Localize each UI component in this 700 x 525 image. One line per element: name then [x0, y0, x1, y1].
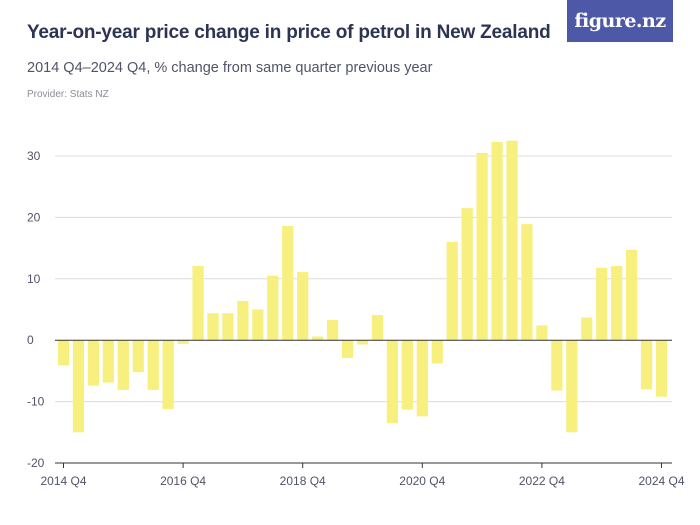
y-tick-label: 20	[27, 210, 41, 224]
bars	[57, 140, 668, 433]
bar-2018-q2	[267, 275, 279, 341]
bar-2024-q1	[611, 265, 623, 341]
bar-2022-q4	[536, 325, 548, 341]
bar-2020-q2	[386, 340, 398, 424]
x-tick-label: 2022 Q4	[519, 474, 565, 488]
bar-2020-q4	[416, 340, 428, 417]
bar-2016-q2	[147, 340, 159, 390]
y-tick-label: -10	[27, 395, 45, 409]
bar-2022-q3	[521, 224, 533, 341]
bar-2024-q3	[640, 340, 653, 390]
y-tick-label: 10	[27, 272, 41, 286]
bar-2023-q4	[596, 267, 608, 341]
bar-2021-q2	[446, 241, 458, 341]
y-tick-label: 30	[27, 149, 41, 163]
bar-2017-q3	[222, 313, 234, 341]
bar-2016-q3	[162, 340, 174, 409]
x-tick-label: 2016 Q4	[160, 474, 206, 488]
bar-2015-q3	[102, 340, 114, 383]
bar-2018-q1	[252, 309, 264, 341]
bar-2017-q4	[237, 300, 249, 341]
bar-2015-q4	[117, 340, 129, 390]
bar-2021-q1	[431, 340, 443, 364]
bar-2023-q3	[581, 317, 593, 341]
bar-2021-q3	[461, 208, 473, 341]
provider-note: Provider: Stats NZ	[27, 89, 109, 100]
bar-2019-q2	[327, 319, 339, 341]
figure-nz-logo[interactable]: figure.nz	[567, 0, 673, 42]
x-tick-label: 2018 Q4	[280, 474, 326, 488]
axes: -20 -10 0 10 20 30 2014 Q4 2016 Q4 2018 Q4 2020 Q…	[27, 149, 685, 488]
y-tick-label: -20	[27, 456, 45, 470]
bar-2020-q3	[401, 340, 413, 410]
chart-subtitle: 2014 Q4–2024 Q4, % change from same quar…	[27, 60, 433, 76]
bar-2016-q1	[132, 340, 144, 373]
bar-2024-q2	[626, 249, 638, 341]
x-tick-label: 2014 Q4	[40, 474, 86, 488]
chart-title: Year-on-year price change in price of pe…	[27, 22, 551, 43]
bar-2019-q1	[312, 336, 324, 341]
grid-lines	[55, 155, 672, 464]
bar-2020-q1	[371, 315, 384, 341]
bar-2021-q4	[476, 152, 488, 341]
bar-2024-q4	[655, 340, 668, 397]
bar-2018-q3	[282, 225, 294, 341]
bar-2018-q4	[297, 272, 309, 341]
bar-2019-q3	[341, 340, 354, 359]
bar-2022-q1	[491, 141, 503, 341]
x-tick-label: 2024 Q4	[638, 474, 684, 488]
bar-2017-q1	[192, 265, 204, 341]
bar-2016-q4	[177, 340, 189, 344]
bar-2015-q1	[72, 340, 85, 433]
bar-2023-q2	[566, 340, 578, 433]
x-tick-label: 2020 Q4	[399, 474, 445, 488]
bar-2022-q2	[506, 140, 518, 341]
y-tick-label: 0	[27, 333, 34, 347]
bar-2015-q2	[87, 340, 99, 386]
bar-2014-q4	[57, 340, 70, 366]
bar-2023-q1	[551, 340, 563, 391]
bar-2019-q4	[356, 340, 369, 345]
bar-2017-q2	[207, 313, 219, 341]
